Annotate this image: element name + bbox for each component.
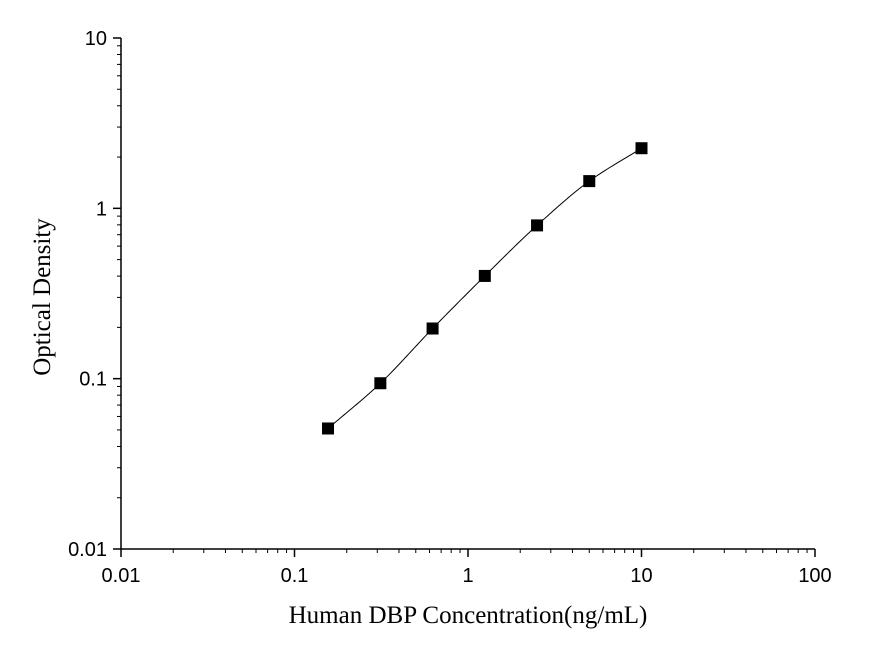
y-tick-label: 1 bbox=[96, 198, 107, 220]
data-points-layer bbox=[322, 142, 648, 435]
data-point bbox=[583, 175, 596, 188]
data-point bbox=[531, 219, 544, 232]
x-tick-label: 10 bbox=[630, 565, 652, 587]
x-tick-label: 100 bbox=[798, 565, 831, 587]
tick-labels-layer: 0.01 0.1 1 10 100 0.01 0.1 1 10 bbox=[68, 28, 832, 587]
y-tick-label: 10 bbox=[85, 28, 107, 50]
data-point bbox=[322, 422, 335, 435]
x-tick-label: 0.1 bbox=[281, 565, 309, 587]
data-point bbox=[374, 377, 387, 390]
data-point bbox=[478, 269, 491, 282]
axes bbox=[113, 37, 816, 557]
x-tick-label: 1 bbox=[462, 565, 473, 587]
y-tick-label: 0.1 bbox=[79, 369, 107, 391]
x-tick-label: 0.01 bbox=[102, 565, 141, 587]
y-axis-title: Optical Density bbox=[29, 218, 56, 376]
data-point bbox=[426, 322, 439, 335]
data-point bbox=[635, 142, 648, 155]
y-tick-label: 0.01 bbox=[68, 539, 107, 561]
x-axis-title: Human DBP Concentration(ng/mL) bbox=[289, 602, 648, 629]
